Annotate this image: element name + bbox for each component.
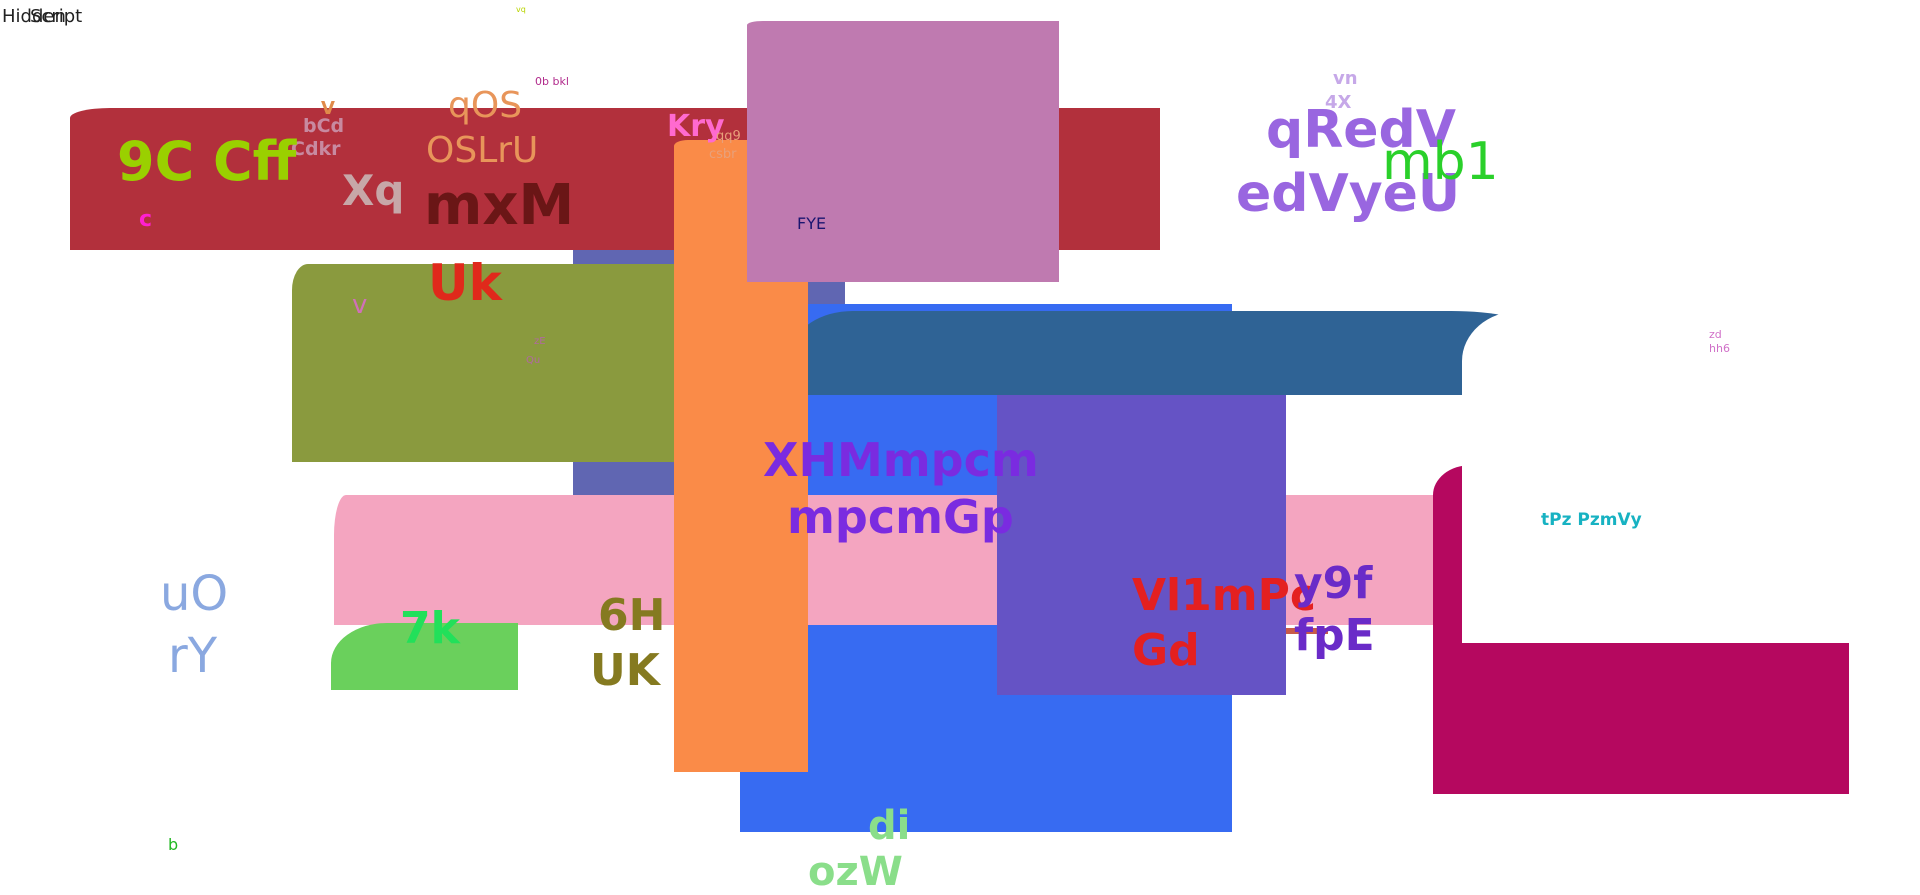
label-4x: 4X [1325,92,1352,113]
label-6h: 6H [598,590,666,641]
label-xhm: XHMmpcm [763,433,1039,487]
label-qq9: qq9 [716,129,741,144]
label-7k: 7k [400,603,460,654]
label-ry: rY [168,628,218,684]
label-y9f: y9f [1294,558,1373,609]
label-c-magenta: c [139,207,153,232]
label-oslru: OSLrU [426,130,539,171]
pink-band [334,495,1484,625]
label-di: di [868,803,911,849]
white-notch [1462,311,1572,397]
label-fpe: fpE [1294,610,1375,661]
label-uo: uO [160,566,229,622]
red-dash [1286,628,1328,634]
label-0b-bkl: 0b bkl [535,75,569,88]
label-uk-red: Uk [428,254,502,312]
label-9c-cff: 9C Cff [117,130,297,193]
steel-bar [793,311,1531,395]
label-gd: Gd [1132,625,1200,676]
olive-panel [292,264,674,462]
tiny-olive-b: Qu [526,355,541,366]
label-cut-bottom: ozW [808,849,903,895]
corner-label-b: Script [30,6,83,27]
label-b-green: b [168,835,179,854]
label-hh6: hh6 [1709,342,1730,355]
label-mpcmgp: mpcmGp [787,490,1014,544]
label-vn: vn [1333,68,1358,89]
label-bcd: bCd [303,115,345,137]
label-fye: FYE [797,214,827,233]
corner-label-a: Hidden [2,6,66,27]
violet-panel [997,395,1286,695]
label-kry: Kry [667,109,725,144]
label-qredv: qRedV [1266,100,1456,160]
label-tpz: tPz PzmVy [1541,510,1642,530]
label-cdkr: Cdkr [291,138,341,160]
label-edvyeu: edVyeU [1236,164,1461,224]
label-vl1mpc: Vl1mPc [1132,570,1316,621]
mauve-square [747,21,1059,282]
label-zd: zd [1709,328,1722,341]
tiny-olive-a: zE [534,336,546,347]
label-v-pink: v [352,290,368,320]
label-uk-olive: UK [590,645,660,696]
label-xq: Xq [342,166,405,215]
label-csbr: csbr [709,147,737,162]
label-mxm: mxM [424,173,575,238]
green-tab [331,623,518,690]
label-mb1: mb1 [1382,132,1499,192]
label-qos: qOS [448,85,523,126]
tiny-yellow-label: vq [516,5,526,14]
label-v-small: V [321,98,335,119]
